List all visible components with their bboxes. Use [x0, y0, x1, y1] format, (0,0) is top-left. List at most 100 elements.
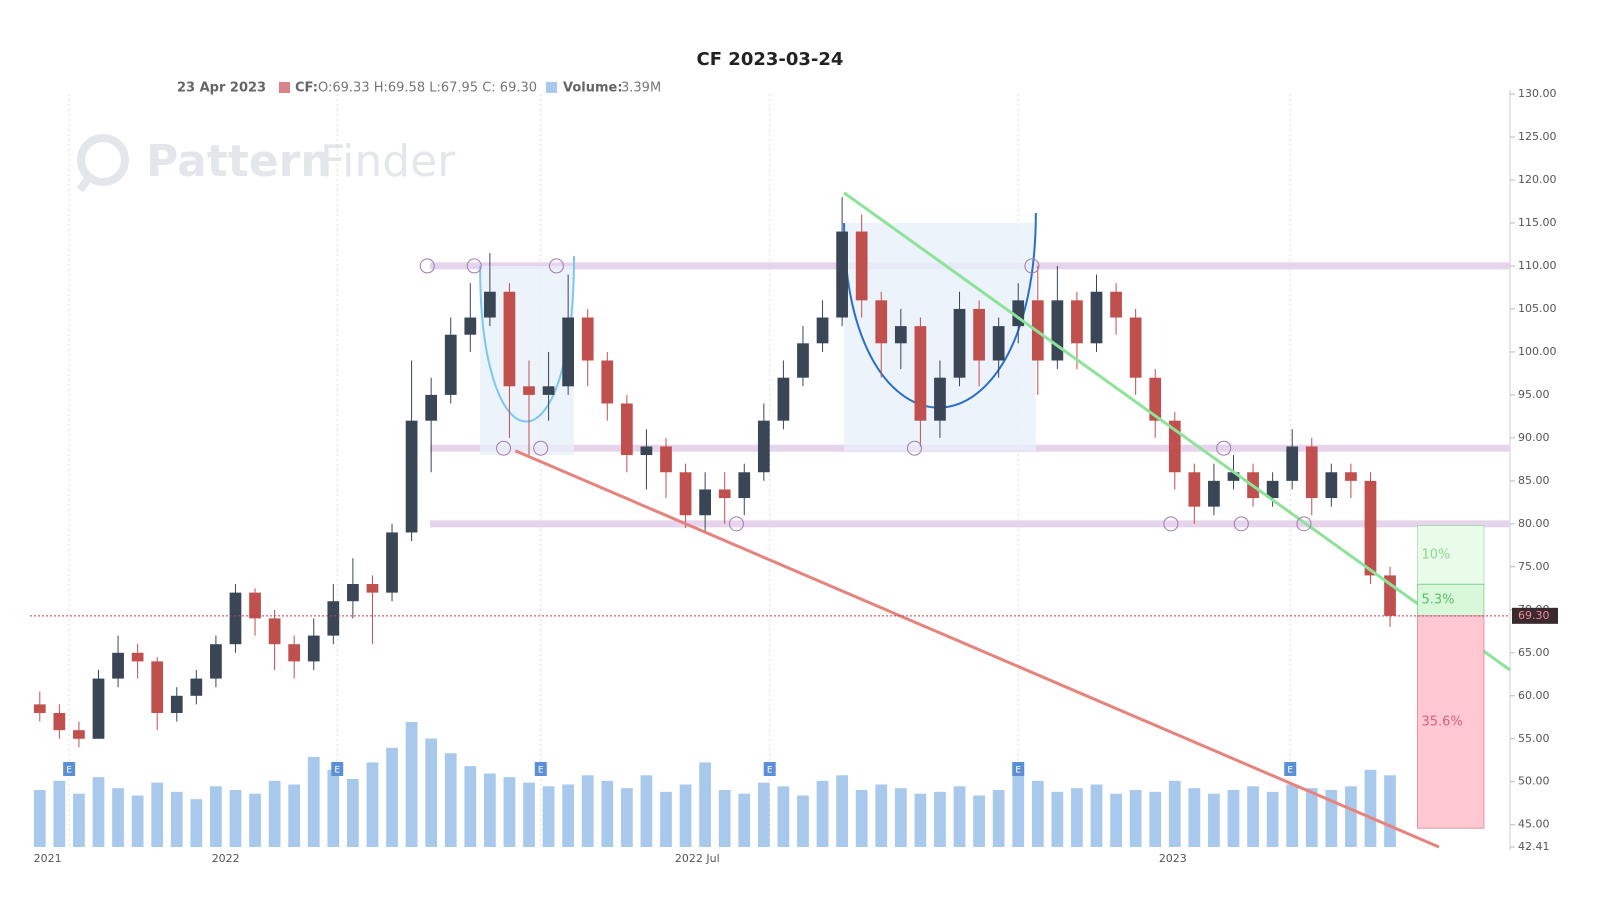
candle-body — [347, 584, 359, 602]
header-ohlc: O:69.33 H:69.58 L:67.95 C: 69.30 — [318, 81, 537, 96]
candle-body — [1129, 317, 1142, 378]
candle-body — [1208, 480, 1220, 507]
volume-bar — [1071, 788, 1083, 847]
pivot — [1233, 516, 1249, 532]
y-tick-label: 115.00 — [1518, 216, 1557, 229]
y-tick-label: 105.00 — [1518, 302, 1557, 315]
candle-body — [33, 704, 46, 713]
target-label: 35.6% — [1421, 715, 1462, 730]
earnings-marker — [763, 762, 776, 776]
candle-body — [953, 308, 966, 378]
price-tag — [1512, 607, 1558, 624]
candle-body — [973, 308, 985, 361]
x-tick-label: 2022 — [212, 852, 240, 865]
y-tick-label: 42.41 — [1518, 840, 1550, 853]
earnings-label: E — [1015, 766, 1021, 776]
volume-bar — [973, 795, 985, 847]
earnings-label: E — [334, 766, 340, 776]
candle-body — [1012, 300, 1025, 327]
volume-bar — [366, 762, 379, 847]
volume-bar — [836, 775, 848, 847]
y-tick-label: 55.00 — [1518, 732, 1550, 745]
volume-bar — [562, 784, 575, 847]
candle-body — [757, 420, 770, 473]
volume-bar — [757, 782, 770, 847]
volume-bar — [718, 790, 731, 847]
header-symbol: CF: — [295, 81, 318, 96]
volume-bar — [777, 786, 790, 847]
candle-body — [542, 386, 555, 395]
candle-body — [444, 334, 457, 395]
volume-bar — [483, 773, 496, 847]
y-tick-label: 60.00 — [1518, 689, 1550, 702]
target-label: 10% — [1421, 547, 1450, 562]
candle-body — [660, 446, 672, 473]
volume-bar — [33, 790, 46, 847]
pivot — [1216, 440, 1232, 456]
candle-body — [366, 584, 379, 593]
price-label: 69.30 — [1518, 609, 1550, 622]
candle-body — [640, 446, 653, 456]
candle-body — [1149, 377, 1162, 421]
candle-body — [1090, 291, 1103, 344]
volume-bar — [1149, 791, 1162, 847]
logo — [76, 134, 129, 193]
volume-bar — [307, 756, 320, 847]
candle-body — [131, 652, 144, 662]
volume-bar — [797, 795, 809, 847]
volume-bar — [327, 769, 340, 847]
volume-bar — [620, 788, 633, 847]
volume-bar — [386, 747, 398, 847]
candle-body — [699, 489, 711, 516]
volume-bar — [1345, 786, 1357, 847]
candle-body — [992, 326, 1005, 361]
volume-bar — [1129, 790, 1142, 847]
volume-bar — [249, 793, 261, 847]
candle-body — [249, 592, 261, 619]
y-tick-label: 85.00 — [1518, 474, 1550, 487]
earnings-marker — [331, 762, 344, 776]
target-label: 5.3% — [1421, 593, 1454, 608]
candle-body — [1286, 446, 1299, 481]
candle-body — [1168, 420, 1181, 473]
volume-bar — [816, 780, 829, 847]
candle-body — [307, 635, 320, 662]
pivot — [548, 258, 564, 274]
candle-body — [523, 386, 535, 395]
volume-bar — [503, 777, 516, 847]
volume-bar — [92, 777, 105, 847]
volume-bar — [210, 786, 222, 847]
y-tick-label: 90.00 — [1518, 431, 1550, 444]
candle-body — [620, 403, 633, 456]
candle-body — [581, 317, 594, 361]
candle-body — [1325, 472, 1338, 499]
y-tick-label: 80.00 — [1518, 517, 1550, 530]
earnings-marker — [63, 762, 76, 776]
y-tick-label: 95.00 — [1518, 388, 1550, 401]
y-tick-label: 50.00 — [1518, 775, 1550, 788]
volume-bar — [934, 791, 946, 847]
candle-body — [425, 394, 438, 421]
volume-bar — [699, 762, 711, 847]
candle-body — [386, 532, 398, 593]
volume-bar — [425, 738, 438, 847]
header-volume: 3.39M — [621, 81, 661, 96]
volume-bar — [1090, 784, 1103, 847]
candle-body — [855, 231, 868, 301]
earnings-marker — [1012, 762, 1025, 776]
trend-line — [514, 449, 1440, 849]
candle-body — [934, 377, 946, 421]
volume-bar — [542, 786, 555, 847]
volume-bar — [1188, 788, 1201, 847]
volume-bar — [1305, 788, 1318, 847]
volume-bar — [131, 795, 144, 847]
candle-body — [1051, 300, 1064, 361]
candle-body — [483, 291, 496, 318]
volume-bar — [1325, 790, 1338, 847]
volume-bar — [640, 775, 653, 847]
target-box — [1417, 615, 1485, 829]
candle-body — [1266, 480, 1279, 499]
volume-bar — [992, 790, 1005, 847]
pivot — [1024, 258, 1040, 274]
candle-body — [464, 317, 477, 335]
